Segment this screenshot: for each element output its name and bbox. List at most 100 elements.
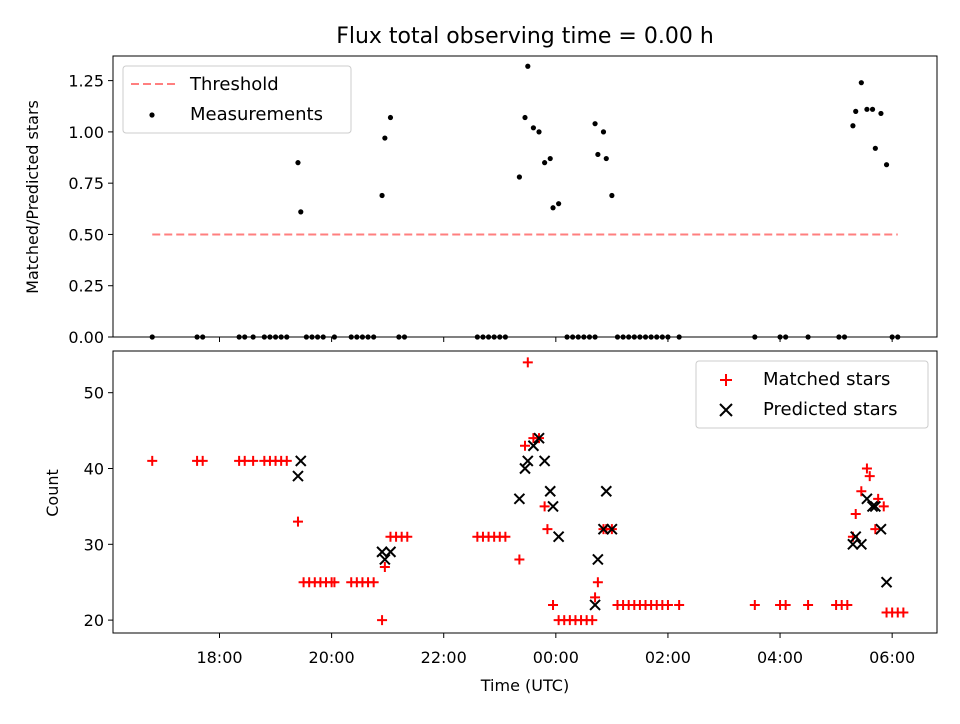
top-legend: Threshold Measurements	[122, 65, 352, 134]
measurement-point-23	[379, 192, 385, 199]
measurement-point-53	[609, 192, 615, 199]
measurement-point-36	[525, 63, 531, 69]
matched-point-65	[662, 599, 673, 610]
top-ytick-label-2: 0.50	[68, 225, 104, 244]
measurement-point-78	[883, 162, 890, 168]
measurement-point-41	[550, 205, 556, 211]
predicted-point-1	[295, 455, 307, 467]
matched-point-77	[861, 463, 872, 474]
top-panel-ratio: Flux total observing time = 0.00 h 0.00 0…	[23, 24, 938, 347]
predicted-point-4	[384, 546, 397, 558]
predicted-point-11	[544, 485, 556, 497]
bottom-axes-frame	[112, 350, 938, 634]
predicted-point-26	[880, 576, 893, 588]
top-x-ticks	[219, 337, 893, 342]
bottom-legend: Matched stars Predicted stars	[695, 360, 929, 429]
predicted-point-16	[597, 523, 610, 535]
predicted-point-8	[527, 440, 540, 452]
top-ytick-label-5: 1.25	[68, 72, 104, 91]
bottom-ytick-label-3: 50	[84, 384, 104, 403]
measurement-point-49	[592, 121, 598, 127]
matched-point-37	[520, 440, 530, 451]
matched-point-51	[590, 592, 601, 603]
predicted-point-6	[519, 462, 531, 475]
matched-point-10	[281, 455, 292, 466]
matched-point-66	[674, 599, 685, 610]
matched-point-11	[292, 516, 303, 527]
legend-predicted-swatch	[719, 403, 733, 417]
top-legend-box	[122, 65, 352, 134]
measurement-point-76	[872, 145, 878, 151]
bottom-legend-box	[695, 360, 929, 429]
measurement-point-50	[595, 151, 601, 158]
legend-threshold-label: Threshold	[189, 74, 279, 95]
measurement-point-24	[382, 135, 388, 141]
top-ytick-label-4: 1.00	[68, 123, 104, 142]
top-ytick-label-0: 0.00	[68, 328, 104, 347]
bottom-xtick-label-0: 18:00	[196, 648, 242, 667]
matched-point-67	[749, 599, 760, 610]
bottom-ytick-label-1: 30	[84, 535, 104, 554]
matched-point-38	[522, 357, 533, 368]
matched-point-81	[878, 501, 889, 512]
measurement-point-77	[878, 110, 884, 117]
predicted-point-17	[600, 485, 612, 497]
bottom-xtick-label-4: 02:00	[645, 648, 691, 667]
measurement-point-40	[547, 155, 553, 162]
predicted-point-9	[533, 432, 545, 444]
measurement-point-42	[556, 201, 562, 207]
matched-point-70	[803, 599, 814, 610]
measurement-point-34	[516, 174, 522, 180]
measurement-point-75	[869, 106, 876, 112]
x-axis-label: Time (UTC)	[480, 676, 569, 695]
measurement-point-38	[536, 129, 542, 135]
matched-point-29	[402, 531, 413, 542]
matched-point-43	[548, 599, 559, 610]
measurement-point-39	[542, 160, 548, 166]
predicted-point-15	[592, 553, 604, 566]
matched-point-25	[379, 562, 390, 573]
matched-point-41	[539, 501, 550, 512]
predicted-point-5	[513, 493, 526, 505]
bottom-plot-area	[147, 357, 909, 626]
matched-point-85	[898, 607, 909, 618]
bottom-xtick-label-5: 04:00	[757, 648, 803, 667]
matched-point-18	[329, 577, 340, 588]
predicted-point-14	[589, 599, 601, 611]
measurement-point-71	[850, 123, 856, 129]
matched-point-4	[239, 455, 250, 466]
bottom-ytick-label-2: 40	[84, 460, 104, 479]
top-y-axis-label: Matched/Predicted stars	[23, 100, 42, 294]
matched-point-5	[248, 455, 259, 466]
matched-point-2	[197, 455, 208, 466]
matched-point-69	[780, 599, 791, 610]
bottom-xtick-label-3: 00:00	[533, 648, 579, 667]
bottom-y-axis-label: Count	[43, 469, 62, 517]
bottom-ytick-label-0: 20	[84, 611, 104, 630]
legend-measurements-label: Measurements	[190, 104, 323, 125]
predicted-point-13	[552, 531, 565, 543]
predicted-point-21	[855, 538, 868, 551]
bottom-x-ticks: 18:00 20:00 22:00 00:00 02:00 04:00 06:00	[196, 633, 915, 667]
predicted-point-10	[538, 455, 551, 467]
predicted-point-12	[547, 500, 559, 513]
matched-point-42	[542, 524, 553, 535]
matched-point-50	[587, 615, 598, 626]
predicted-point-0	[292, 470, 304, 482]
matched-point-78	[864, 471, 875, 482]
chart-title: Flux total observing time = 0.00 h	[336, 24, 714, 49]
bottom-xtick-label-1: 20:00	[309, 648, 355, 667]
predicted-point-25	[875, 523, 887, 535]
matched-point-79	[870, 524, 881, 535]
measurement-point-73	[858, 80, 864, 86]
bottom-xtick-label-2: 22:00	[421, 648, 467, 667]
matched-point-0	[147, 455, 158, 466]
predicted-point-3	[379, 553, 391, 566]
top-ytick-label-3: 0.75	[68, 174, 104, 193]
top-axes-frame	[112, 55, 938, 338]
measurement-point-72	[853, 108, 859, 114]
legend-matched-swatch	[720, 374, 732, 386]
measurement-point-12	[298, 209, 304, 215]
bottom-xtick-label-6: 06:00	[869, 648, 915, 667]
bottom-panel-counts: 20 30 40 50 18:00 20:00 22:00 00:00 02:00 04:00 0…	[43, 350, 938, 695]
